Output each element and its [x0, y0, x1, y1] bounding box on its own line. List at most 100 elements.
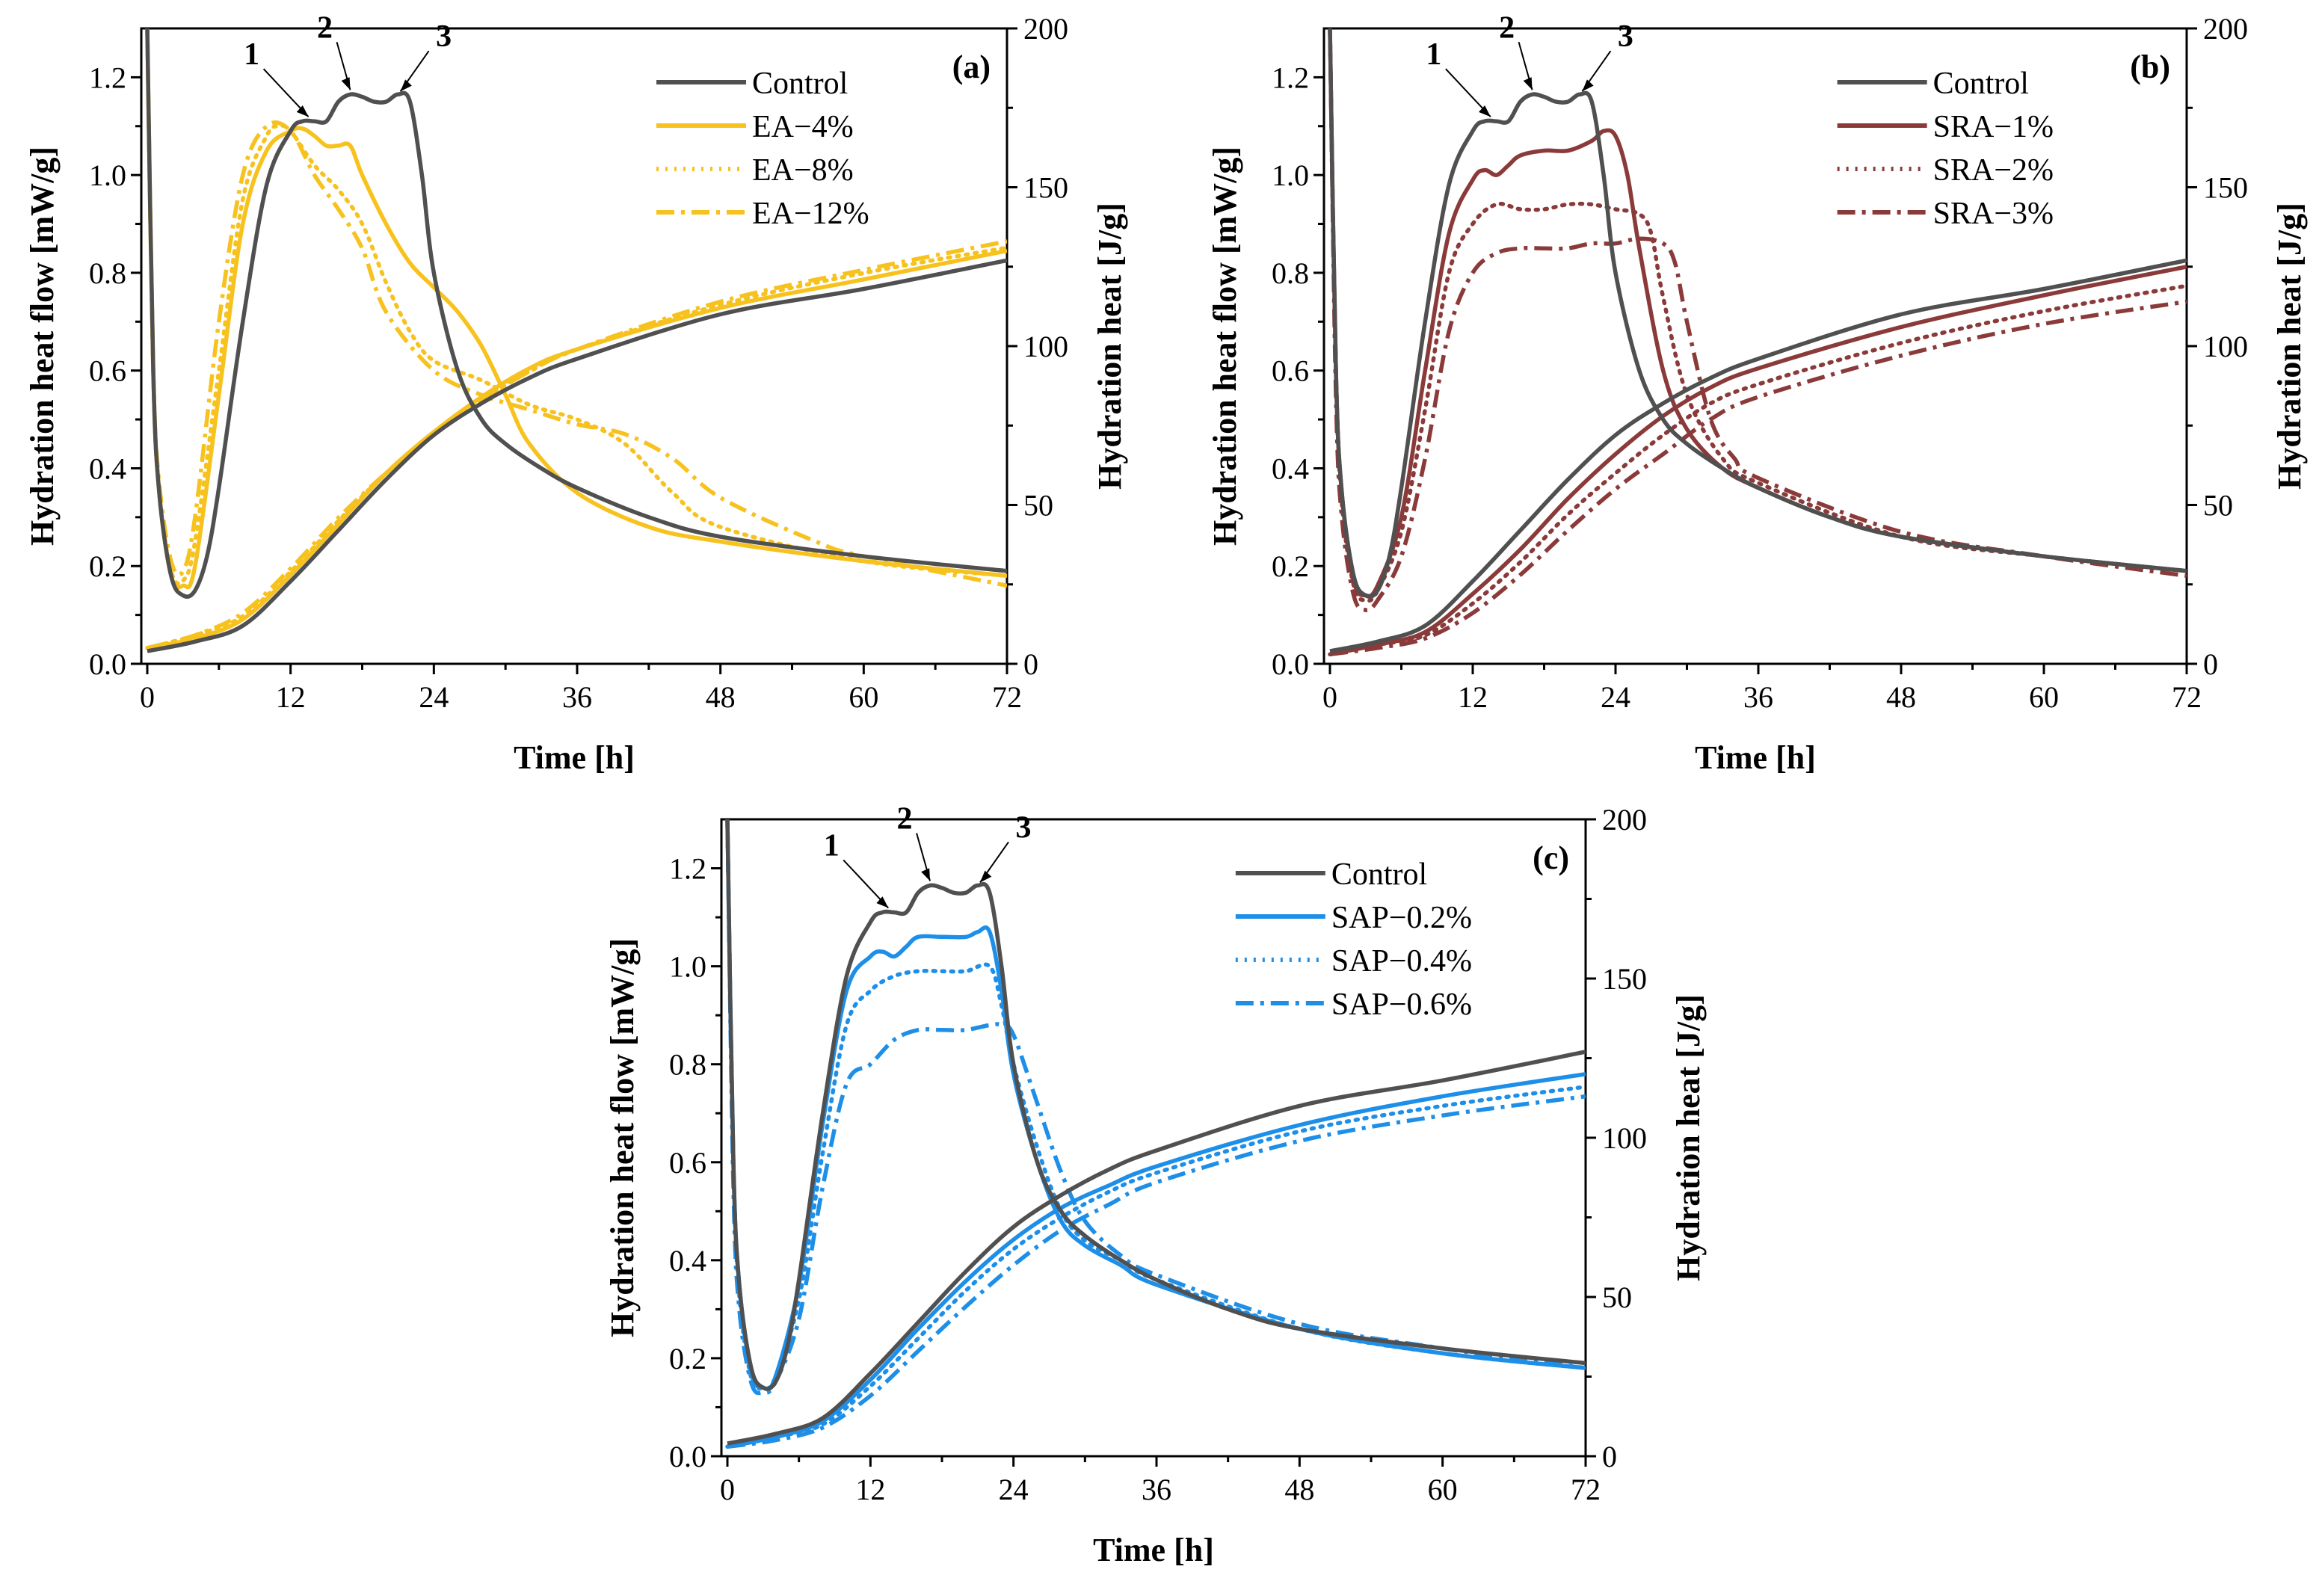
x-tick-label: 24 — [1601, 680, 1630, 714]
cumulative-heat-line-ea-8- — [145, 245, 1007, 650]
cumulative-heat-line-sap-0-6- — [727, 1094, 1586, 1449]
y2-axis-title: Hydration heat [J/g] — [1670, 994, 1707, 1281]
legend-label: SRA−1% — [1933, 110, 2054, 144]
y2-tick-label: 200 — [2203, 12, 2248, 46]
plot-frame — [1322, 27, 2188, 665]
panel-label: (a) — [952, 49, 991, 85]
y2-tick-label: 100 — [2203, 330, 2248, 363]
cumulative-heat-line-ea-4- — [147, 248, 1007, 650]
legend-label: EA−12% — [752, 197, 869, 231]
y2-tick-label: 150 — [2203, 171, 2248, 205]
legend-label: EA−8% — [752, 153, 854, 188]
y-tick-label: 1.2 — [1272, 61, 1309, 94]
panel-label: (c) — [1533, 839, 1569, 876]
x-tick-label: 60 — [2029, 680, 2059, 714]
y2-tick-label: 0 — [1602, 1440, 1617, 1473]
y-tick-label: 1.0 — [1272, 158, 1309, 192]
arrowhead-icon — [980, 870, 992, 883]
x-tick-label: 72 — [992, 680, 1022, 714]
y-tick-label: 1.0 — [669, 950, 706, 984]
x-tick-label: 72 — [1571, 1473, 1601, 1506]
cumulative-heat-line-sra-3- — [1329, 299, 2187, 657]
x-tick-label: 24 — [999, 1473, 1029, 1506]
peak-annotation-3: 3 — [436, 19, 452, 54]
x-tick-label: 0 — [720, 1473, 735, 1506]
y-tick-label: 0.2 — [1272, 549, 1309, 583]
y-tick-label: 0.6 — [669, 1146, 706, 1180]
legend-label: SAP−0.4% — [1331, 944, 1472, 979]
cumulative-heat-line-sra-2- — [1328, 283, 2187, 657]
x-tick-label: 72 — [2172, 680, 2202, 714]
peak-annotation-2: 2 — [897, 801, 913, 836]
y2-tick-label: 100 — [1023, 330, 1068, 363]
heat-flow-line-sra-1- — [1328, 28, 2187, 599]
x-axis-title: Time [h] — [1695, 739, 1816, 776]
y2-tick-label: 50 — [1602, 1281, 1632, 1314]
cumulative-heat-line-sra-1- — [1329, 265, 2187, 656]
y2-tick-label: 200 — [1602, 803, 1647, 836]
y-tick-label: 0.6 — [89, 354, 126, 388]
y-tick-label: 0.0 — [89, 647, 126, 681]
y2-axis-title: Hydration heat [J/g] — [1091, 203, 1128, 490]
heat-flow-line-ea-8- — [145, 28, 1007, 586]
x-tick-label: 36 — [1142, 1473, 1171, 1506]
legend-label: SAP−0.2% — [1331, 901, 1472, 935]
y-tick-label: 0.2 — [89, 549, 126, 583]
arrowhead-icon — [876, 896, 889, 908]
y-axis-title: Hydration heat flow [mW/g] — [1207, 147, 1243, 546]
arrowhead-icon — [1523, 77, 1533, 90]
arrowhead-icon — [341, 77, 351, 90]
arrowhead-icon — [1479, 105, 1491, 117]
plot-frame — [140, 27, 1008, 665]
y-tick-label: 0.6 — [1272, 354, 1309, 388]
x-axis-title: Time [h] — [514, 739, 635, 776]
y-tick-label: 0.4 — [89, 452, 126, 485]
y-tick-label: 0.0 — [1272, 647, 1309, 681]
arrowhead-icon — [400, 79, 412, 92]
peak-annotation-1: 1 — [244, 37, 259, 72]
legend-label: SAP−0.6% — [1331, 988, 1472, 1022]
y-axis-title: Hydration heat flow [mW/g] — [24, 147, 61, 546]
y-tick-label: 1.2 — [669, 852, 706, 886]
x-tick-label: 0 — [1322, 680, 1337, 714]
x-tick-label: 36 — [562, 680, 592, 714]
chart-panel-b: 0 12 24 36 48 60 720.00.20.40.60.81.01.2050100… — [1207, 10, 2308, 776]
y2-tick-label: 100 — [1602, 1121, 1647, 1155]
cumulative-heat-line-control — [727, 1050, 1586, 1446]
legend-label: Control — [1331, 857, 1427, 892]
x-tick-label: 60 — [849, 680, 878, 714]
heat-flow-line-sap-0-2- — [725, 819, 1586, 1392]
peak-annotation-1: 1 — [1426, 37, 1441, 72]
chart-panel-a: 0 12 24 36 48 60 720.00.20.40.60.81.01.2050100… — [24, 10, 1128, 776]
legend-label: EA−4% — [752, 110, 854, 144]
y2-tick-label: 50 — [1023, 489, 1053, 523]
peak-annotation-2: 2 — [317, 10, 333, 45]
cumulative-heat-line-sap-0-4- — [725, 1085, 1586, 1449]
legend-label: Control — [752, 67, 848, 101]
x-tick-label: 48 — [1886, 680, 1916, 714]
heat-flow-line-sap-0-4- — [725, 819, 1586, 1391]
heat-flow-line-ea-12- — [145, 28, 1007, 588]
heat-flow-line-control — [145, 28, 1007, 599]
y-axis-title: Hydration heat flow [mW/g] — [604, 938, 641, 1337]
y-tick-label: 0.4 — [1272, 452, 1309, 485]
x-tick-label: 48 — [706, 680, 736, 714]
y-tick-label: 0.8 — [89, 256, 126, 290]
y2-tick-label: 50 — [2203, 489, 2233, 523]
x-tick-label: 60 — [1428, 1473, 1458, 1506]
arrowhead-icon — [1582, 79, 1594, 92]
y2-tick-label: 0 — [2203, 647, 2218, 681]
x-tick-label: 12 — [1458, 680, 1488, 714]
arrowhead-icon — [296, 105, 309, 117]
arrowhead-icon — [921, 868, 931, 881]
y2-axis-title: Hydration heat [J/g] — [2271, 203, 2308, 490]
x-tick-label: 0 — [140, 680, 155, 714]
heat-flow-line-control — [725, 819, 1586, 1391]
y2-tick-label: 200 — [1023, 12, 1068, 46]
y-tick-label: 0.0 — [669, 1440, 706, 1473]
peak-annotation-3: 3 — [1618, 19, 1633, 54]
y2-tick-label: 150 — [1602, 962, 1647, 996]
heat-flow-line-sra-2- — [1328, 28, 2187, 603]
peak-annotation-1: 1 — [824, 829, 840, 863]
